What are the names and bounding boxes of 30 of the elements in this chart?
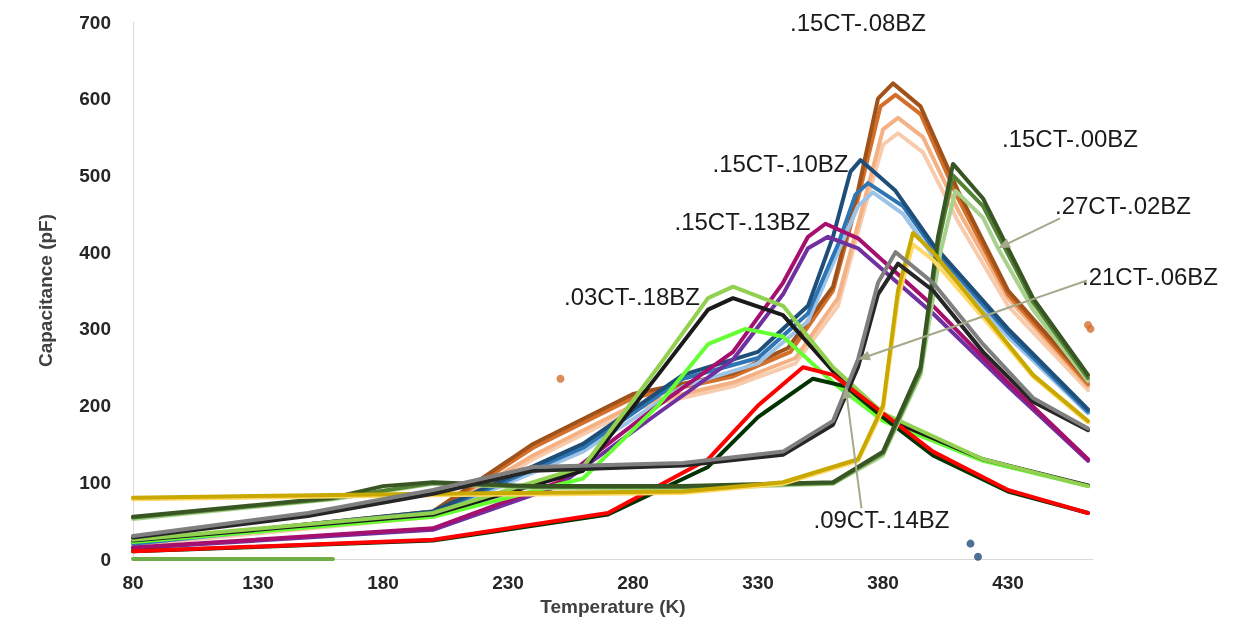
y-tick-label: 200 — [79, 395, 111, 417]
y-tick-label: 100 — [79, 471, 111, 493]
x-tick-label: 280 — [617, 572, 649, 593]
y-tick-label: 300 — [79, 318, 111, 340]
y-tick-label: 400 — [79, 241, 111, 263]
y-tick-label: 600 — [79, 88, 111, 110]
annotation: .15CT-.10BZ — [712, 150, 849, 179]
x-tick-label: 180 — [367, 572, 399, 593]
annotation: .21CT-.06BZ — [1081, 262, 1219, 291]
point — [556, 374, 565, 383]
y-axis-title: Capacitance (pF) — [35, 213, 56, 368]
x-tick-label: 380 — [867, 572, 899, 593]
annotation: .03CT-.18BZ — [563, 282, 701, 311]
x-tick-label: 130 — [242, 572, 274, 593]
annotation: .27CT-.02BZ — [1054, 192, 1192, 221]
x-tick-label: 80 — [122, 572, 144, 593]
y-tick-label: 0 — [100, 548, 111, 570]
point — [974, 552, 982, 561]
annotation: .15CT-.13BZ — [674, 207, 811, 236]
y-tick-label: 700 — [79, 11, 111, 33]
x-tick-label: 330 — [742, 572, 774, 593]
y-tick-label: 500 — [79, 164, 111, 186]
annotation: .15CT-.00BZ — [1001, 124, 1139, 153]
x-tick-label: 230 — [492, 572, 524, 593]
annotation: .09CT-.14BZ — [813, 506, 950, 535]
point — [966, 539, 975, 548]
annotation: .15CT-.08BZ — [789, 9, 927, 38]
x-tick-label: 430 — [992, 572, 1024, 593]
point — [1086, 324, 1095, 333]
x-axis-title: Temperature (K) — [540, 595, 686, 617]
